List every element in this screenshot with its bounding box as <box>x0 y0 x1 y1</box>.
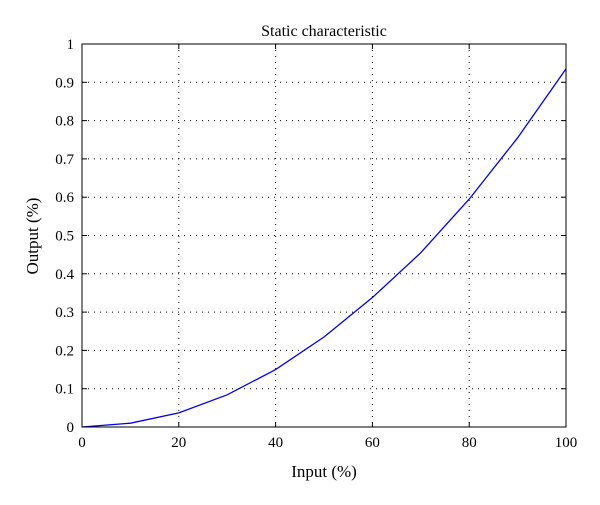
x-tick-label: 40 <box>268 435 283 451</box>
y-tick-label: 0.6 <box>55 190 74 206</box>
y-tick-label: 0.1 <box>55 382 74 398</box>
x-tick-label: 100 <box>555 435 578 451</box>
series-layer <box>81 68 567 428</box>
y-tick-label: 0.5 <box>55 229 74 245</box>
y-tick-label: 0.9 <box>55 75 74 91</box>
y-tick-label: 0.4 <box>55 267 74 283</box>
tick-layer: 0 20 40 60 80 100 0 0.1 0.2 0.3 0.4 0.5 0.6 0.7 0.8 0.9… <box>55 37 577 451</box>
y-tick-label: 0.3 <box>55 305 74 321</box>
y-tick-label: 0.8 <box>55 114 74 130</box>
y-tick-label: 1 <box>67 37 75 53</box>
x-tick-label: 20 <box>171 435 186 451</box>
x-tick-label: 60 <box>365 435 380 451</box>
x-tick-label: 80 <box>462 435 477 451</box>
grid-layer <box>82 44 566 427</box>
y-axis-label: Output (%) <box>23 198 42 275</box>
series-line <box>81 68 567 428</box>
x-tick-label: 0 <box>78 435 86 451</box>
y-tick-label: 0 <box>67 420 75 436</box>
y-tick-label: 0.7 <box>55 152 74 168</box>
chart-title: Static characteristic <box>261 23 387 40</box>
x-axis-label: Input (%) <box>291 462 357 481</box>
y-tick-label: 0.2 <box>55 343 74 359</box>
